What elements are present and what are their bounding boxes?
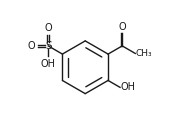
Text: O: O bbox=[118, 22, 126, 32]
Text: O: O bbox=[44, 23, 52, 33]
Text: OH: OH bbox=[121, 82, 136, 92]
Text: CH₃: CH₃ bbox=[136, 49, 153, 58]
Text: S: S bbox=[45, 41, 52, 51]
Text: OH: OH bbox=[41, 59, 56, 69]
Text: O: O bbox=[28, 41, 35, 51]
